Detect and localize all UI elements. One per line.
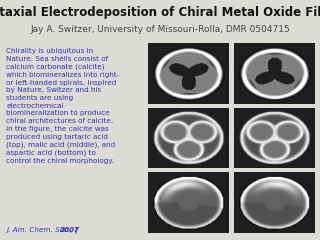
Text: Epitaxial Electrodeposition of Chiral Metal Oxide Films: Epitaxial Electrodeposition of Chiral Me… bbox=[0, 6, 320, 19]
Text: 2007: 2007 bbox=[60, 227, 79, 233]
Text: ): ) bbox=[74, 226, 77, 233]
Text: Chirality is ubiquitous in
Nature. Sea shells consist of
calcium carbonate (calc: Chirality is ubiquitous in Nature. Sea s… bbox=[6, 48, 120, 164]
Text: Jay A. Switzer, University of Missouri-Rolla, DMR 0504715: Jay A. Switzer, University of Missouri-R… bbox=[30, 25, 290, 34]
Text: J. Am. Chem. Soc., (: J. Am. Chem. Soc., ( bbox=[6, 226, 78, 233]
